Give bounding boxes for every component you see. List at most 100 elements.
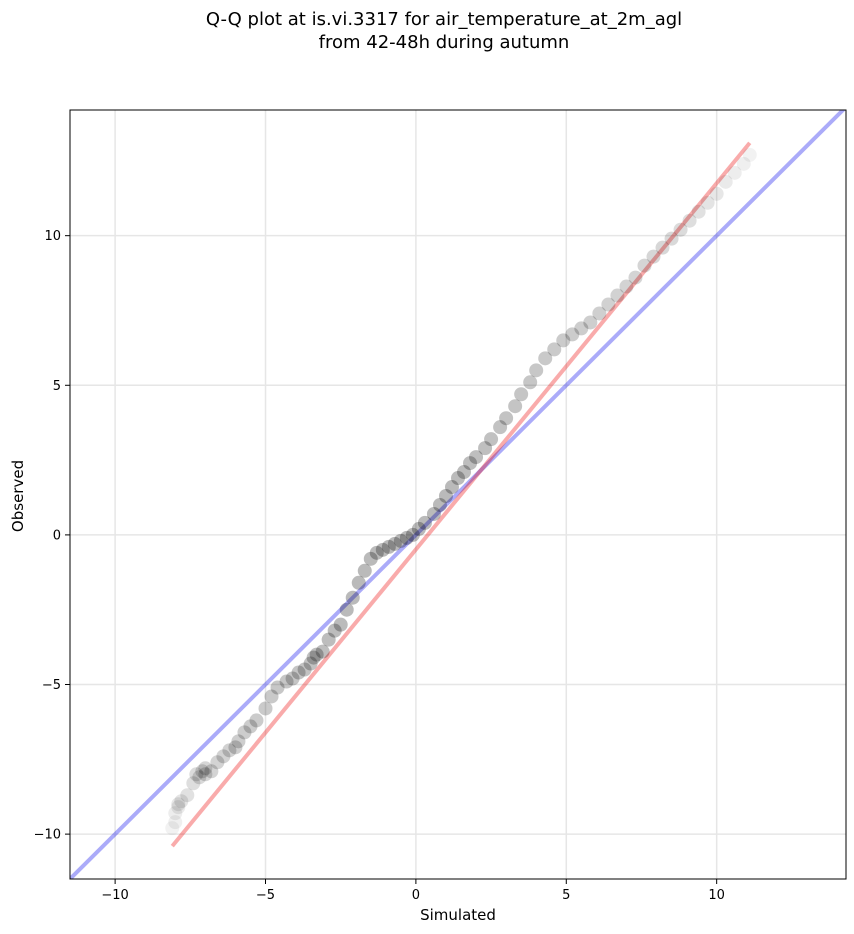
quantile-point (700, 195, 715, 210)
quantile-point (727, 165, 742, 180)
plot-frame (69, 109, 847, 880)
quantile-point (628, 270, 643, 285)
x-tick-label: 5 (562, 888, 570, 903)
quantile-point (646, 249, 661, 264)
quantile-point (637, 258, 652, 273)
y-axis-ticks: −10 −5 0 5 10 (34, 229, 70, 843)
quantile-point (426, 506, 441, 521)
quantile-point (204, 764, 219, 779)
quantile-point (565, 327, 580, 342)
quantile-point (691, 204, 706, 219)
quantile-point (168, 806, 183, 821)
quantile-point (523, 375, 538, 390)
quantile-point (438, 488, 453, 503)
quantile-point (538, 351, 553, 366)
quantile-point (270, 680, 285, 695)
quantile-point (171, 797, 186, 812)
quantile-point (171, 800, 186, 815)
quantile-point (493, 420, 508, 435)
fit-line (170, 141, 752, 848)
quantile-point (655, 240, 670, 255)
quantile-point (405, 527, 420, 542)
y-tick-label: −10 (34, 828, 61, 843)
quantile-point (457, 465, 472, 480)
quantile-point (499, 411, 514, 426)
quantile-point (547, 342, 562, 357)
quantile-point (189, 767, 204, 782)
quantile-point (682, 213, 697, 228)
quantile-point (228, 740, 243, 755)
x-tick-label: −10 (101, 888, 128, 903)
quantile-point (363, 551, 378, 566)
y-tick-label: 0 (53, 528, 61, 543)
reference-line (70, 110, 846, 879)
chart-title-line-1: Q-Q plot at is.vi.3317 for air_temperatu… (206, 9, 682, 30)
lines (70, 110, 846, 879)
quantile-point (664, 231, 679, 246)
quantile-point (556, 333, 571, 348)
quantile-point (222, 743, 237, 758)
quantile-point (186, 776, 201, 791)
quantile-point (375, 542, 390, 557)
quantile-point (444, 480, 459, 495)
quantile-point (432, 497, 447, 512)
chart-title-line-2: from 42-48h during autumn (319, 32, 570, 53)
quantile-point (306, 650, 321, 665)
quantile-point (231, 734, 246, 749)
quantile-points (165, 147, 757, 836)
quantile-point (514, 387, 529, 402)
quantile-point (583, 315, 598, 330)
quantile-point (333, 617, 348, 632)
quantile-point (369, 545, 384, 560)
quantile-point (210, 755, 225, 770)
quantile-point (198, 767, 213, 782)
quantile-point (592, 306, 607, 321)
quantile-point (198, 761, 213, 776)
quantile-point (258, 701, 273, 716)
quantile-point (387, 536, 402, 551)
quantile-point (165, 821, 180, 836)
y-axis-label: Observed (9, 460, 27, 532)
quantile-point (478, 441, 493, 456)
quantile-point (351, 575, 366, 590)
x-tick-label: 10 (708, 888, 725, 903)
quantile-point (469, 450, 484, 465)
quantile-point (174, 794, 189, 809)
quantile-point (417, 515, 432, 530)
quantile-point (411, 521, 426, 536)
quantile-point (357, 563, 372, 578)
grid (70, 110, 846, 879)
quantile-point (601, 297, 616, 312)
quantile-point (508, 399, 523, 414)
quantile-point (399, 530, 414, 545)
quantile-point (718, 174, 733, 189)
quantile-point (339, 602, 354, 617)
quantile-point (315, 644, 330, 659)
x-tick-label: −5 (256, 888, 275, 903)
quantile-point (574, 321, 589, 336)
quantile-point (168, 815, 183, 830)
quantile-point (180, 788, 195, 803)
quantile-point (264, 689, 279, 704)
quantile-point (309, 647, 324, 662)
quantile-point (195, 764, 210, 779)
quantile-point (237, 725, 252, 740)
quantile-point (216, 749, 231, 764)
quantile-point (393, 533, 408, 548)
quantile-point (619, 279, 634, 294)
quantile-point (285, 671, 300, 686)
quantile-point (610, 288, 625, 303)
quantile-point (345, 590, 360, 605)
quantile-point (279, 674, 294, 689)
quantile-point (484, 432, 499, 447)
x-axis-ticks: −10 −5 0 5 10 (101, 879, 725, 903)
quantile-point (327, 623, 342, 638)
quantile-point (291, 665, 306, 680)
quantile-point (463, 456, 478, 471)
quantile-point (321, 632, 336, 647)
quantile-point (742, 147, 757, 162)
quantile-point (736, 156, 751, 171)
quantile-point (297, 662, 312, 677)
